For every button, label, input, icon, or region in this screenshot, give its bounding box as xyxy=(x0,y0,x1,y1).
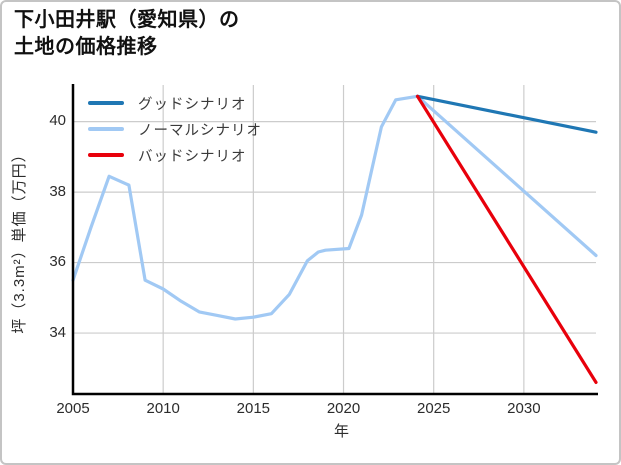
x-axis-label: 年 xyxy=(333,423,349,440)
legend-item-bad: バッドシナリオ xyxy=(88,142,262,168)
y-tick-label: 36 xyxy=(49,253,66,271)
chart-title-line2: 土地の価格推移 xyxy=(14,36,158,58)
y-tick-label: 34 xyxy=(49,323,66,341)
y-tick-label: 38 xyxy=(49,182,66,200)
x-tick-label: 2015 xyxy=(236,400,271,417)
axis-spines xyxy=(71,84,598,396)
y-axis-label: 坪（3.3m²）単価（万円） xyxy=(11,146,28,334)
legend-label-normal: ノーマルシナリオ xyxy=(138,122,262,139)
x-tick-label: 2005 xyxy=(56,400,90,417)
legend-item-normal: ノーマルシナリオ xyxy=(88,116,262,142)
legend: グッドシナリオ ノーマルシナリオ バッドシナリオ xyxy=(88,90,262,168)
x-tick-label: 2025 xyxy=(417,400,451,417)
x-tick-label: 2030 xyxy=(507,400,541,417)
legend-label-good: グッドシナリオ xyxy=(138,96,247,113)
legend-line-swatch-bad xyxy=(88,153,124,157)
y-tick-label: 40 xyxy=(49,112,66,130)
chart-title-line1: 下小田井駅（愛知県）の xyxy=(14,9,240,31)
legend-label-bad: バッドシナリオ xyxy=(138,148,247,165)
x-tick-label: 2010 xyxy=(146,400,180,417)
chart-title: 下小田井駅（愛知県）の 土地の価格推移 xyxy=(14,7,240,61)
x-tick-label: 2020 xyxy=(326,400,361,417)
bad-scenario-line xyxy=(415,94,598,384)
legend-line-swatch-normal xyxy=(88,127,124,131)
legend-line-swatch-good xyxy=(88,101,124,105)
normal-scenario-line xyxy=(71,94,598,321)
good-scenario-line xyxy=(415,94,598,134)
legend-item-good: グッドシナリオ xyxy=(88,90,262,116)
